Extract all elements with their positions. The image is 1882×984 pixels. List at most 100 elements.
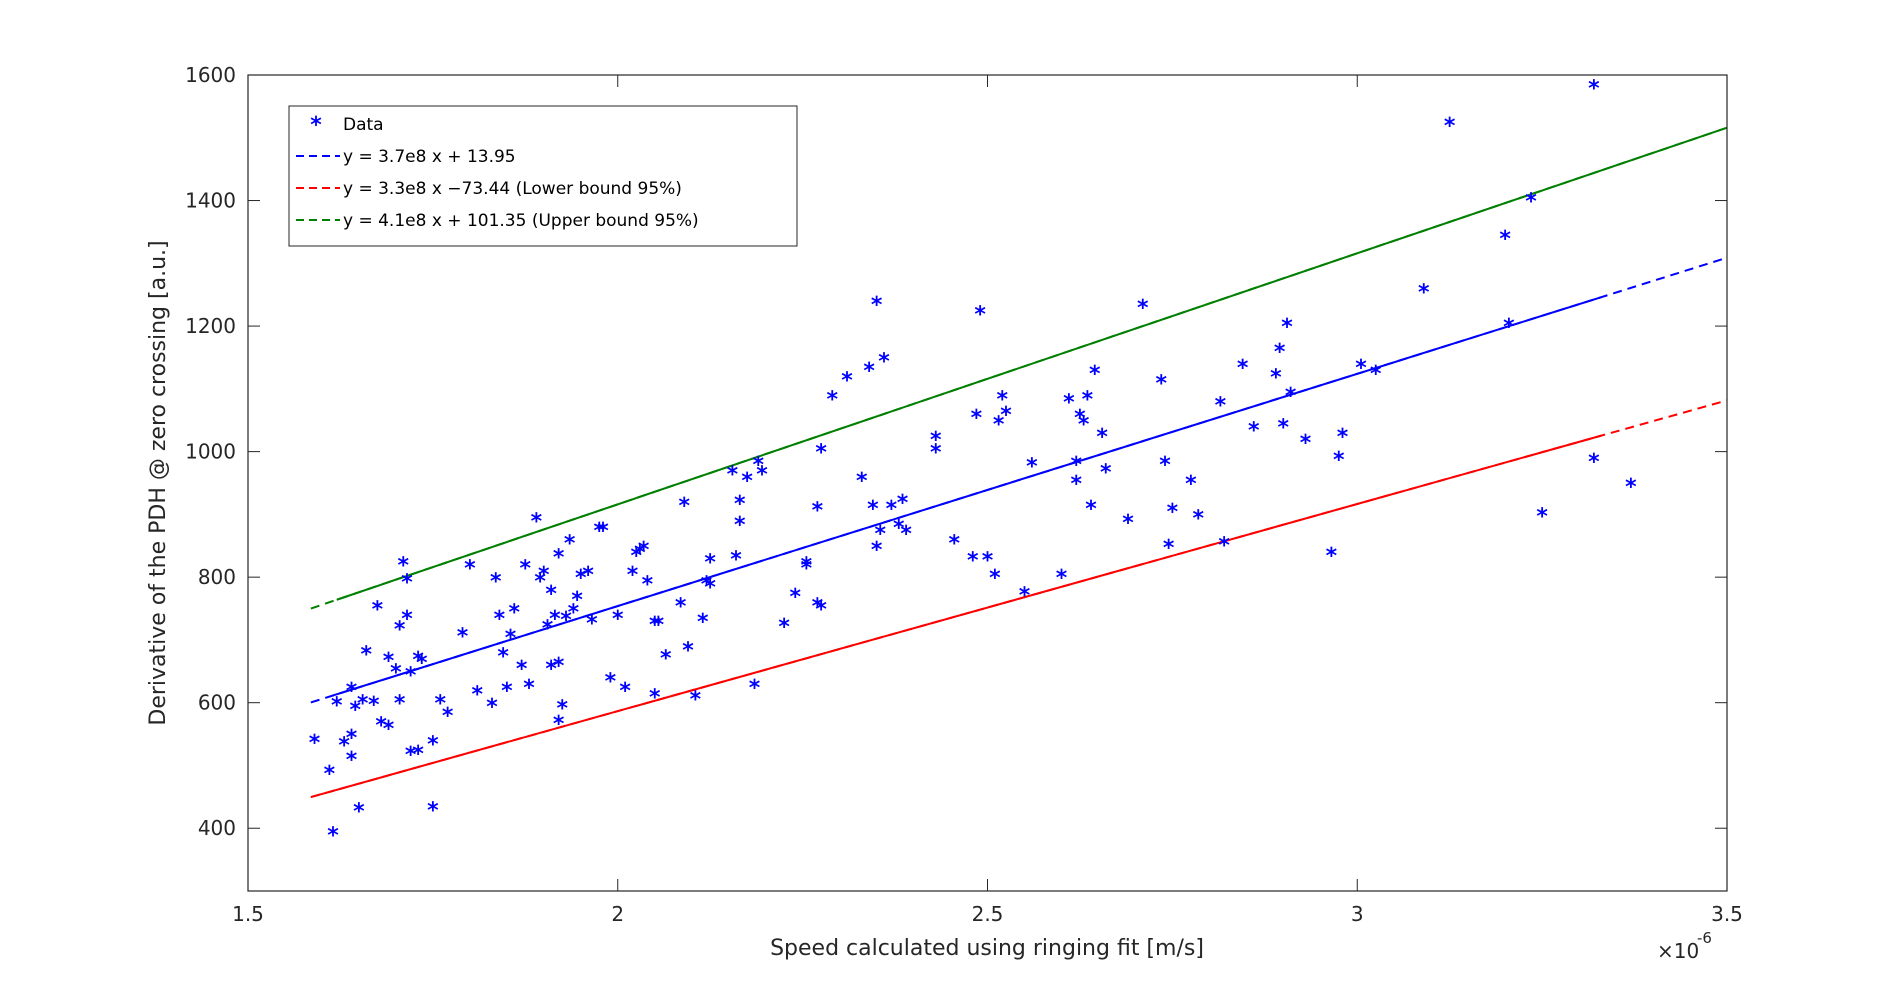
data-point: * — [523, 676, 535, 701]
data-point: * — [597, 519, 609, 544]
data-point: * — [734, 492, 746, 517]
legend-box — [288, 105, 798, 247]
x-tick-label: 3.5 — [1711, 902, 1743, 926]
data-point: * — [756, 463, 768, 488]
data-point: * — [338, 734, 350, 759]
data-point: * — [701, 572, 713, 597]
data-point: * — [856, 469, 868, 494]
data-point: * — [427, 798, 439, 823]
data-point: * — [1370, 362, 1382, 387]
data-point: * — [1019, 584, 1031, 609]
data-point: * — [568, 601, 580, 626]
data-point: * — [627, 563, 639, 588]
data-point: * — [353, 800, 365, 825]
data-point: * — [390, 660, 402, 685]
svg-text:×10: ×10 — [1657, 939, 1699, 963]
data-point: * — [538, 563, 550, 588]
data-point: * — [1248, 419, 1260, 444]
data-point: * — [405, 743, 417, 768]
data-point: * — [634, 541, 646, 566]
data-point: * — [638, 538, 650, 563]
data-point: * — [553, 654, 565, 679]
data-point: * — [1337, 425, 1349, 450]
data-point: * — [494, 607, 506, 632]
y-tick-label: 1000 — [185, 440, 236, 464]
data-point: * — [405, 663, 417, 688]
data-point: * — [679, 494, 691, 519]
data-point: * — [867, 497, 879, 522]
data-point: * — [497, 645, 509, 670]
y-tick-label: 400 — [198, 816, 236, 840]
data-point: * — [778, 615, 790, 640]
data-point: * — [1082, 387, 1094, 412]
data-point: * — [1156, 372, 1168, 397]
x-axis-ticks: 1.5 2 2.5 3 3.5 — [232, 75, 1743, 926]
data-point: * — [553, 545, 565, 570]
x-axis-label: Speed calculated using ringing fit [m/s] — [770, 936, 1204, 961]
data-point: * — [309, 731, 321, 756]
data-point: * — [520, 557, 532, 582]
data-point: * — [531, 510, 543, 535]
y-axis-ticks: 400 600 800 1000 1200 1400 1600 — [185, 63, 1727, 840]
data-point: * — [1444, 114, 1456, 139]
data-point: * — [1525, 190, 1537, 215]
data-point: * — [1185, 472, 1197, 497]
data-point: * — [875, 522, 887, 547]
data-point: * — [545, 582, 557, 607]
data-point: * — [1070, 472, 1082, 497]
data-point: * — [1333, 448, 1345, 473]
y-tick-label: 1600 — [185, 63, 236, 87]
data-point: * — [1085, 497, 1097, 522]
data-point: * — [801, 557, 813, 582]
data-markers: ****************************************… — [309, 77, 1637, 849]
fit-line — [332, 296, 1602, 697]
data-point: * — [1026, 454, 1038, 479]
data-point: * — [1056, 566, 1068, 591]
data-point: * — [982, 549, 994, 574]
data-point: * — [1625, 475, 1637, 500]
data-point: * — [1285, 384, 1297, 409]
data-point: * — [1159, 453, 1171, 478]
data-point: * — [1274, 340, 1286, 365]
data-point: * — [863, 359, 875, 384]
legend-entry-label: y = 3.3e8 x −73.44 (Lower bound 95%) — [343, 179, 682, 199]
x-tick-label: 2.5 — [972, 902, 1004, 926]
data-point: * — [560, 608, 572, 633]
fit-line — [336, 126, 1728, 601]
data-point: * — [427, 732, 439, 757]
data-point: * — [893, 516, 905, 541]
data-point: * — [1499, 227, 1511, 252]
data-point: * — [442, 704, 454, 729]
data-point: * — [586, 611, 598, 636]
data-point: * — [815, 598, 827, 623]
data-point: * — [557, 697, 569, 722]
data-point: * — [534, 569, 546, 594]
data-point: * — [549, 607, 561, 632]
data-point: * — [993, 412, 1005, 437]
data-point: * — [653, 613, 665, 638]
data-point: * — [660, 646, 672, 671]
data-point: * — [357, 692, 369, 717]
fit-lines — [310, 126, 1728, 799]
data-point: * — [1588, 77, 1600, 102]
y-axis-label: Derivative of the PDH @ zero crossing [a… — [146, 240, 171, 725]
data-point: * — [1503, 315, 1515, 340]
data-point: * — [383, 717, 395, 742]
data-point: * — [974, 303, 986, 328]
data-point: * — [1070, 453, 1082, 478]
data-point: * — [375, 714, 387, 739]
data-point: * — [501, 679, 513, 704]
data-point: * — [886, 497, 898, 522]
data-point: * — [841, 368, 853, 393]
data-point: * — [675, 594, 687, 619]
data-point: * — [486, 695, 498, 720]
data-point: * — [789, 585, 801, 610]
data-point: * — [1300, 431, 1312, 456]
data-point: * — [630, 544, 642, 569]
data-point: * — [989, 566, 1001, 591]
data-point: * — [1000, 403, 1012, 428]
legend-entry-label: y = 3.7e8 x + 13.95 — [343, 147, 516, 167]
y-tick-label: 1200 — [185, 314, 236, 338]
data-point: * — [734, 513, 746, 538]
data-point: * — [553, 712, 565, 737]
